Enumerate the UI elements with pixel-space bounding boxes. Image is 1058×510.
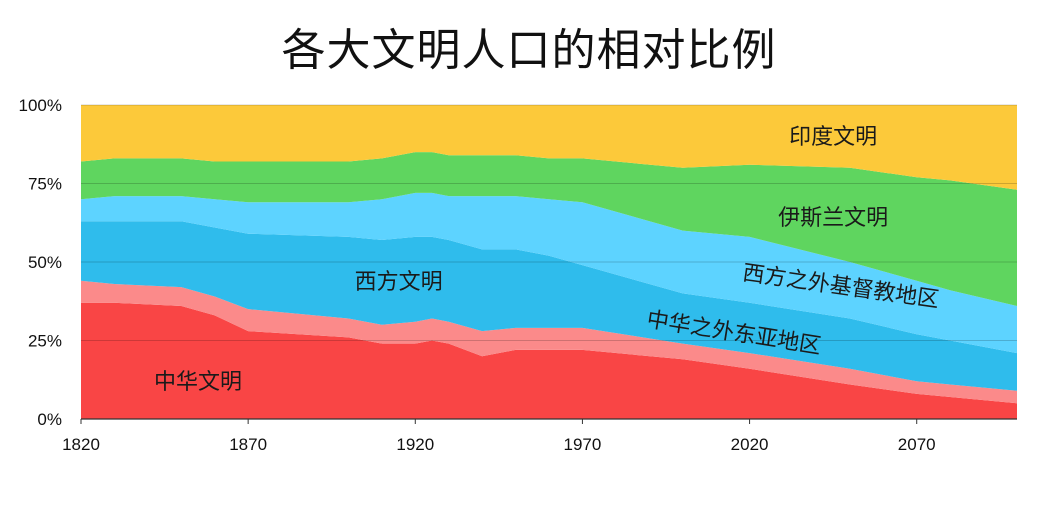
- area-6: [81, 105, 1017, 190]
- area-5: [81, 152, 1017, 306]
- chart-title: 各大文明人口的相对比例: [281, 25, 777, 76]
- area-4: [81, 192, 1017, 354]
- series-label-5: 伊斯兰文明: [778, 206, 888, 231]
- x-tick-label: 1970: [564, 435, 602, 454]
- y-tick-label: 25%: [28, 332, 62, 351]
- x-tick-label: 1920: [396, 435, 434, 454]
- area-1: [81, 302, 1017, 419]
- series-label-6: 印度文明: [789, 125, 877, 150]
- x-tick-label: 1820: [62, 435, 100, 454]
- y-tick-label: 0%: [37, 410, 62, 429]
- area-3: [81, 221, 1017, 391]
- area-layer: [81, 105, 1017, 419]
- series-label-3: 西方文明: [355, 270, 443, 295]
- axes: 0% 25% 50% 75% 100% 1820 1870 1920 1970 2020 2070: [19, 96, 1017, 454]
- x-tick-label: 2020: [731, 435, 769, 454]
- y-tick-label: 75%: [28, 175, 62, 194]
- x-tick-label: 1870: [229, 435, 267, 454]
- y-tick-label: 50%: [28, 253, 62, 272]
- x-tick-label: 2070: [898, 435, 936, 454]
- gridlines: [81, 104, 1017, 341]
- area-2: [81, 280, 1017, 404]
- y-tick-label: 100%: [19, 96, 62, 115]
- series-label-1: 中华文明: [154, 370, 242, 395]
